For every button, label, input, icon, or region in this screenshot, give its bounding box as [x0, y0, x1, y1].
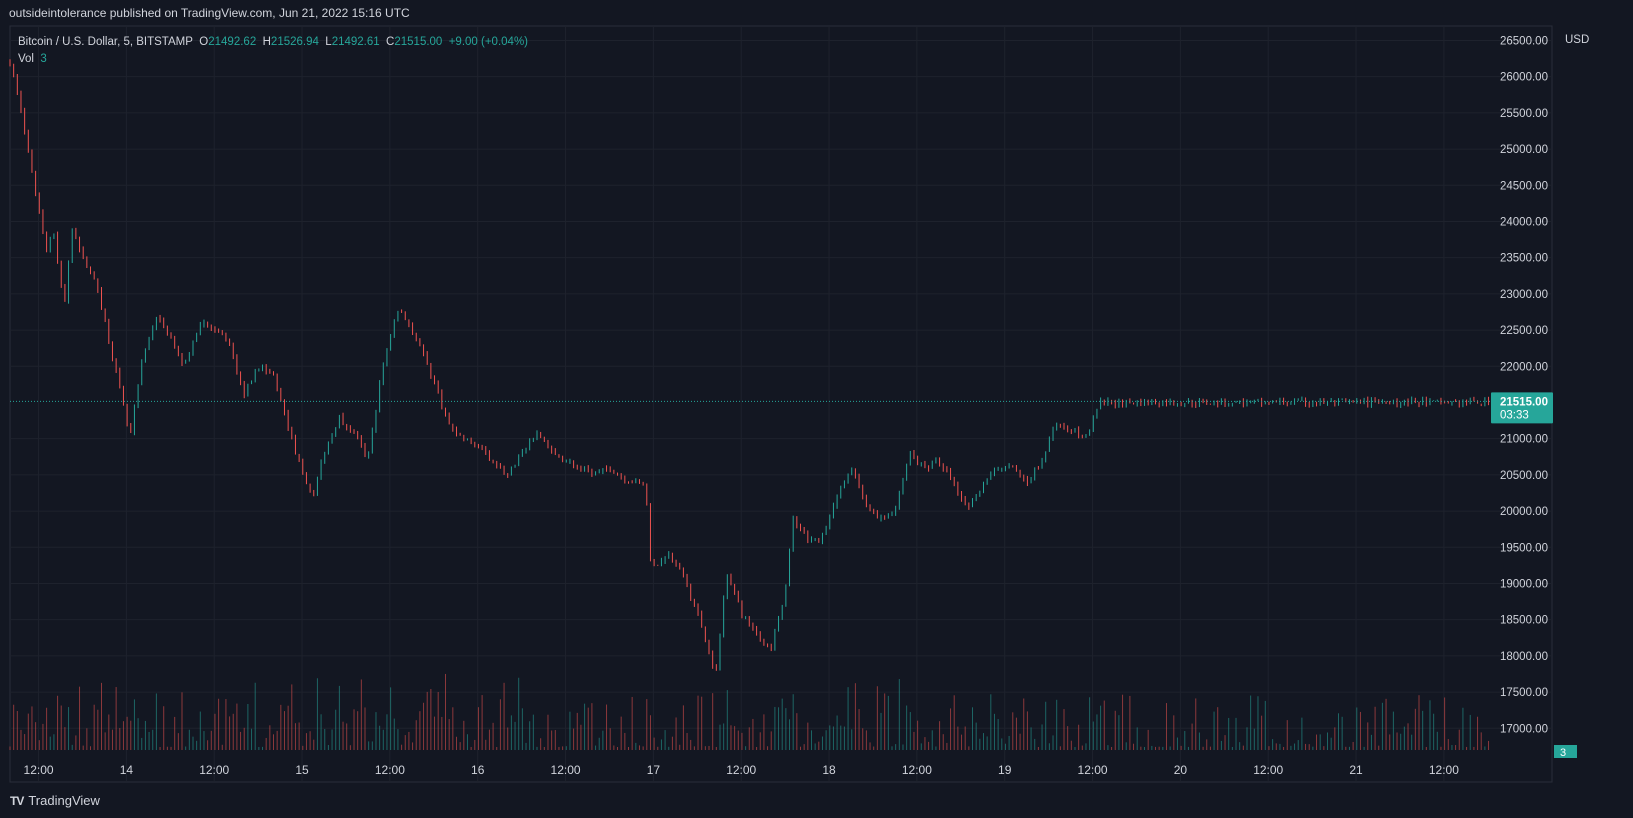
y-tick-label: 23500.00 — [1500, 253, 1548, 265]
y-tick-label: 17500.00 — [1500, 687, 1548, 699]
y-tick-label: 24500.00 — [1500, 180, 1548, 192]
x-tick-label: 12:00 — [1078, 763, 1108, 777]
open-label: O — [199, 36, 209, 48]
x-tick-label: 20 — [1174, 763, 1188, 777]
x-tick-label: 19 — [998, 763, 1012, 777]
y-tick-label: 19000.00 — [1500, 578, 1548, 590]
y-tick-label: 20500.00 — [1500, 470, 1548, 482]
x-tick-label: 12:00 — [1253, 763, 1283, 777]
high-value: 21526.94 — [270, 36, 319, 48]
published-caption: outsideintolerance published on TradingV… — [9, 6, 410, 20]
x-tick-label: 12:00 — [24, 763, 54, 777]
x-tick-label: 12:00 — [1429, 763, 1459, 777]
currency-label: USD — [1565, 34, 1589, 46]
price-axis[interactable]: 26500.00 26000.00 25500.00 25000.00 24500.00… — [1500, 35, 1548, 735]
close-label: C — [386, 36, 395, 48]
x-tick-label: 14 — [120, 763, 134, 777]
last-price-badge: 21515.00 03:33 — [1491, 392, 1553, 424]
y-tick-label: 25000.00 — [1500, 144, 1548, 156]
x-tick-label: 16 — [471, 763, 485, 777]
y-tick-label: 18000.00 — [1500, 651, 1548, 663]
volume-badge-value: 3 — [1560, 747, 1566, 759]
y-tick-label: 26500.00 — [1500, 35, 1548, 47]
ohlc-line: Bitcoin / U.S. Dollar, 5, BITSTAMP O2149… — [18, 34, 528, 51]
x-tick-label: 12:00 — [726, 763, 756, 777]
y-tick-label: 26000.00 — [1500, 72, 1548, 84]
low-value: 21492.61 — [331, 36, 380, 48]
y-tick-label: 20000.00 — [1500, 506, 1548, 518]
tradingview-logo-icon: TV — [10, 793, 24, 808]
y-tick-label: 19500.00 — [1500, 542, 1548, 554]
x-tick-label: 21 — [1349, 763, 1363, 777]
volume-label[interactable]: Vol — [18, 53, 34, 65]
close-value: 21515.00 — [394, 36, 443, 48]
change-value: +9.00 (+0.04%) — [448, 36, 528, 48]
tradingview-brand[interactable]: TV TradingView — [10, 793, 100, 808]
symbol-name[interactable]: Bitcoin / U.S. Dollar, 5, BITSTAMP — [18, 36, 193, 48]
x-tick-label: 12:00 — [375, 763, 405, 777]
countdown-value: 03:33 — [1500, 409, 1529, 421]
low-label: L — [325, 36, 332, 48]
y-tick-label: 22000.00 — [1500, 361, 1548, 373]
x-tick-label: 17 — [647, 763, 661, 777]
high-label: H — [262, 36, 271, 48]
brand-name: TradingView — [28, 793, 100, 808]
open-value: 21492.62 — [208, 36, 257, 48]
y-tick-label: 22500.00 — [1500, 325, 1548, 337]
y-tick-label: 23000.00 — [1500, 289, 1548, 301]
x-tick-label: 12:00 — [199, 763, 229, 777]
chart-legend: Bitcoin / U.S. Dollar, 5, BITSTAMP O2149… — [18, 34, 528, 68]
y-tick-label: 17000.00 — [1500, 723, 1548, 735]
x-tick-label: 12:00 — [551, 763, 581, 777]
time-axis[interactable]: 12:00 14 12:00 15 12:00 16 12:00 17 12:00 18 12:00… — [24, 763, 1460, 777]
x-tick-label: 18 — [822, 763, 836, 777]
y-tick-label: 25500.00 — [1500, 108, 1548, 120]
volume-line: Vol 3 — [18, 51, 528, 68]
chart-frame — [9, 25, 1553, 783]
candles — [9, 59, 1490, 671]
volume-value: 3 — [40, 53, 47, 65]
volume-badge: 3 — [1554, 745, 1577, 759]
y-tick-label: 21000.00 — [1500, 434, 1548, 446]
x-tick-label: 15 — [295, 763, 309, 777]
x-tick-label: 12:00 — [902, 763, 932, 777]
y-tick-label: 18500.00 — [1500, 615, 1548, 627]
last-price-value: 21515.00 — [1500, 396, 1548, 408]
volume-bars — [9, 673, 1490, 750]
y-tick-label: 24000.00 — [1500, 216, 1548, 228]
grid — [10, 26, 1552, 782]
